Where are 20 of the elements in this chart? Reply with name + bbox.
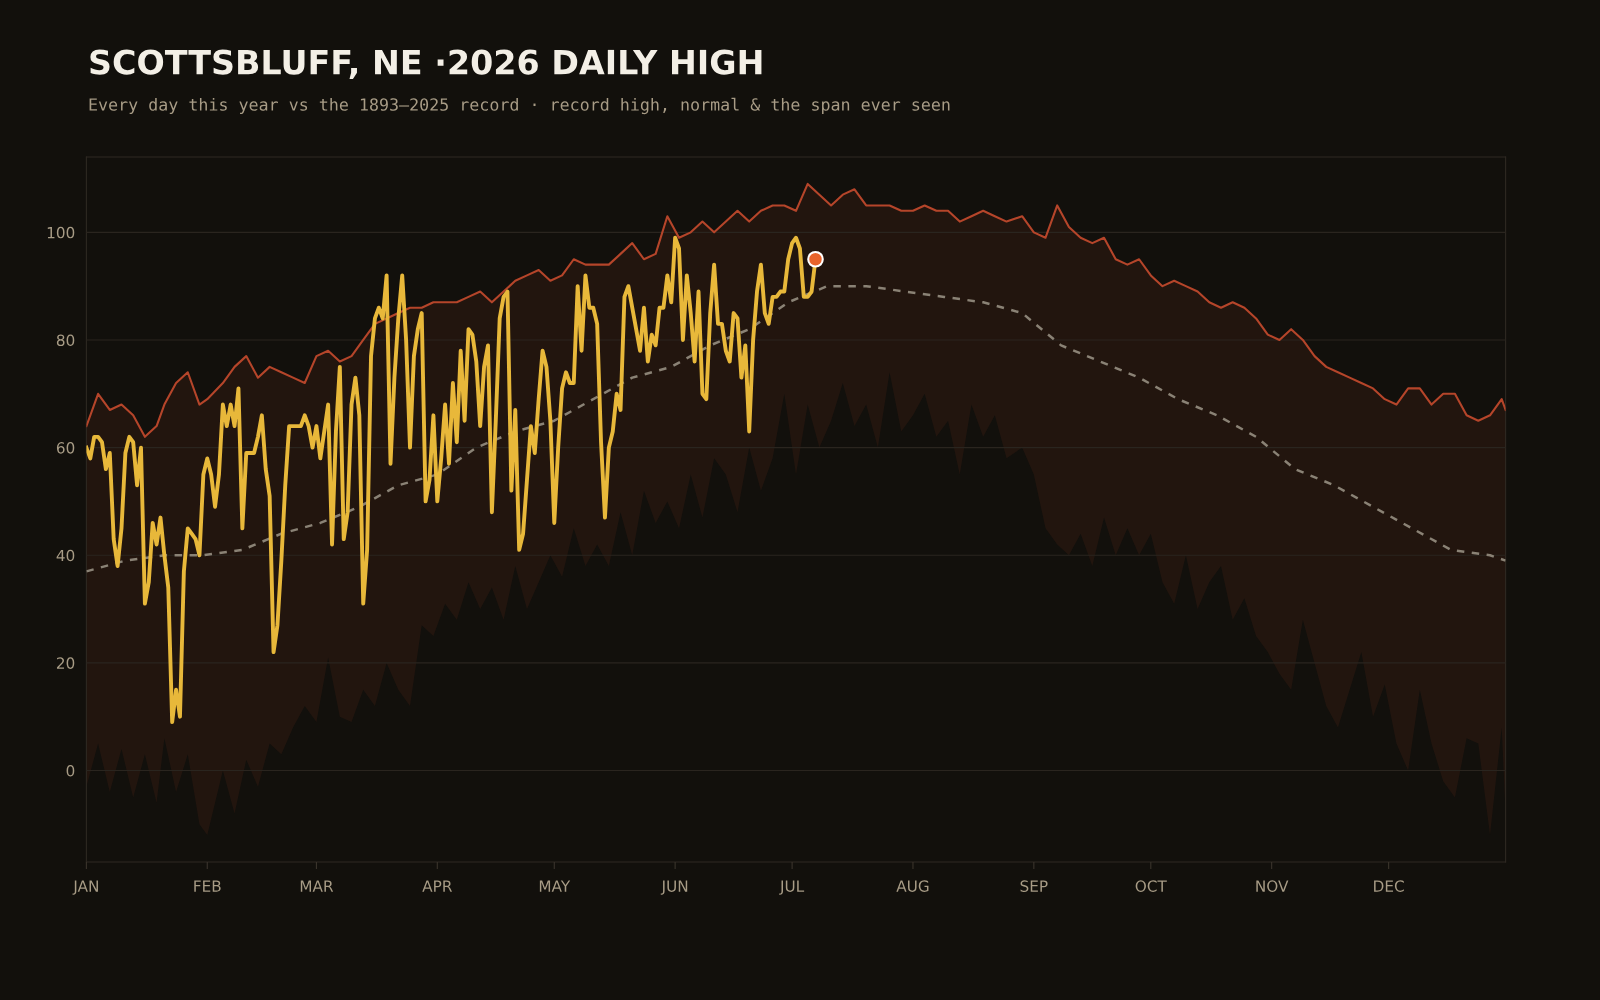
y-tick-label: 80 <box>56 334 75 346</box>
y-tick-label: 0 <box>66 764 75 777</box>
x-tick-label: MAR <box>300 880 334 892</box>
y-tick-label: 40 <box>56 549 75 562</box>
x-tick-label: FEB <box>194 880 221 892</box>
x-tick-label: JUL <box>779 880 805 895</box>
x-tick-label: APR <box>422 880 452 892</box>
x-tick-label: OCT <box>1135 880 1167 892</box>
x-tick-label: AUG <box>896 880 929 892</box>
x-tick-label: MAY <box>539 880 571 892</box>
x-tick-label: DEC <box>1374 880 1404 892</box>
x-tick-label: JUN <box>660 880 688 895</box>
x-tick-label: NOV <box>1256 880 1289 892</box>
x-tick-label: SEP <box>1020 880 1048 892</box>
y-tick-label: 20 <box>56 657 75 669</box>
chart-title: SCOTTSBLUFF, NE ·2026 DAILY HIGH <box>90 49 762 79</box>
x-tick-label: JAN <box>72 880 98 895</box>
y-tick-label: 60 <box>56 442 75 454</box>
chart-subtitle: Every day this year vs the 1893–2025 record · record high, normal & the span ever seen <box>89 97 950 115</box>
y-tick-label: 100 <box>47 226 75 239</box>
